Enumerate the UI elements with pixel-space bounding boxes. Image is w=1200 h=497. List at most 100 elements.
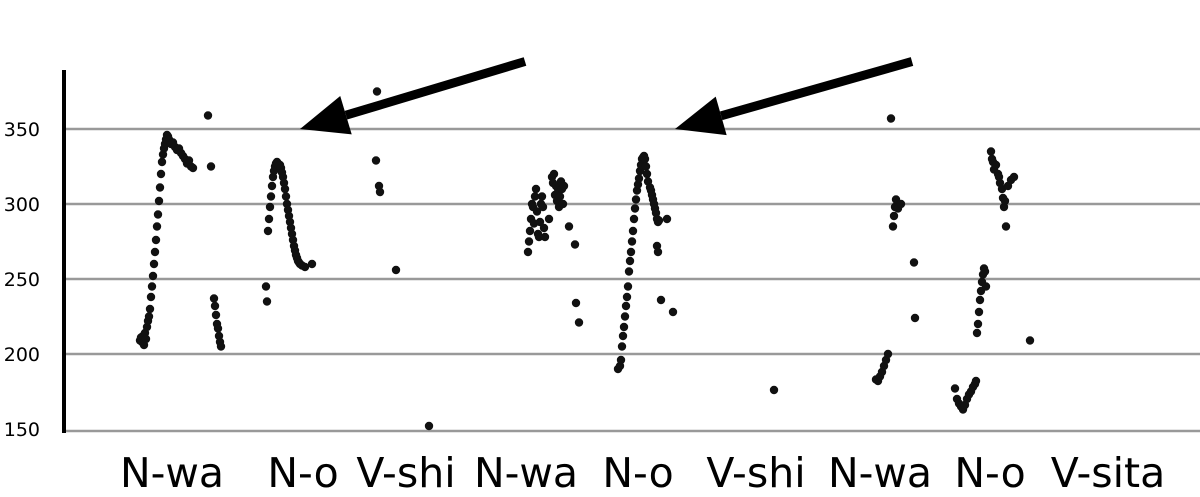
y-tick-label: 200 (4, 344, 40, 366)
arrow-shaft (719, 57, 914, 121)
data-point (300, 262, 310, 272)
data-point (980, 267, 990, 276)
data-point (148, 271, 158, 281)
data-point (544, 214, 554, 224)
data-point (145, 304, 155, 314)
data-point (372, 87, 382, 96)
data-point (157, 157, 167, 167)
gridlines (64, 127, 1200, 433)
annotation-arrows (300, 57, 914, 136)
data-point (570, 240, 580, 249)
data-point (629, 214, 639, 224)
data-point (149, 259, 159, 269)
data-point (974, 307, 984, 317)
data-point (620, 312, 630, 321)
data-point (627, 237, 637, 246)
data-point (1000, 196, 1010, 206)
category-label: N-o (602, 449, 673, 497)
data-point (375, 187, 385, 197)
data-point (555, 192, 565, 201)
data-point (307, 259, 317, 269)
data-point (769, 385, 779, 395)
data-point (535, 217, 545, 227)
data-point (654, 216, 664, 225)
data-point (972, 328, 982, 338)
arrow-shaft (344, 57, 527, 120)
data-point (991, 160, 1001, 170)
data-point (571, 298, 581, 308)
data-point (975, 295, 985, 305)
data-point (973, 319, 983, 329)
data-point (281, 192, 291, 201)
data-point (280, 184, 290, 194)
data-point (662, 214, 672, 224)
data-point (264, 214, 274, 224)
data-point (564, 222, 574, 231)
data-point (216, 342, 226, 351)
y-tick-labels: 150 200 250 300 350 (4, 119, 40, 441)
data-point (537, 192, 547, 201)
data-point (391, 265, 401, 275)
data-point (626, 247, 636, 257)
data-point (634, 174, 644, 183)
category-label: N-o (954, 449, 1025, 497)
data-point (1025, 336, 1035, 345)
data-point (213, 324, 223, 333)
data-point (1001, 222, 1011, 231)
data-point (910, 313, 920, 323)
data-point (981, 282, 991, 291)
data-point (896, 199, 906, 209)
data-point (156, 169, 166, 179)
data-point (261, 282, 271, 291)
data-point (371, 156, 381, 165)
data-point (668, 307, 678, 317)
annotation-arrow (675, 57, 914, 136)
data-point (653, 247, 663, 257)
data-point (889, 211, 899, 221)
category-label: V-shi (706, 449, 805, 497)
data-point (534, 232, 544, 242)
data-point (209, 294, 219, 303)
data-point (574, 318, 584, 327)
data-point (206, 162, 216, 171)
data-point (211, 310, 221, 320)
data-point (630, 204, 640, 213)
data-point (531, 184, 541, 194)
data-point (558, 199, 568, 209)
data-point (950, 384, 960, 393)
data-point (986, 147, 996, 156)
data-point (203, 111, 213, 120)
data-point (616, 355, 626, 365)
data-point (263, 226, 273, 236)
data-point (424, 421, 434, 431)
y-tick-label: 250 (4, 269, 40, 291)
y-tick-label: 150 (4, 419, 40, 441)
data-point (266, 192, 276, 201)
data-point (154, 196, 164, 206)
data-point (623, 282, 633, 291)
data-point (532, 207, 542, 216)
data-point (146, 292, 156, 302)
category-label: N-wa (474, 449, 578, 497)
data-point (152, 222, 162, 231)
arrow-head (300, 96, 352, 135)
data-point (265, 202, 275, 212)
data-point (909, 258, 919, 267)
data-point (642, 169, 652, 179)
category-label: N-wa (828, 449, 932, 497)
data-point (523, 247, 533, 257)
y-tick-label: 350 (4, 119, 40, 141)
data-point (188, 163, 198, 173)
category-labels: N-wa N-o V-shi N-wa N-o V-shi N-wa N-o V-sita (120, 449, 1165, 497)
data-point (656, 295, 666, 305)
data-point (624, 267, 634, 276)
data-point (151, 235, 161, 245)
category-label: V-sita (1051, 449, 1165, 497)
data-point (622, 292, 632, 302)
data-point (262, 297, 272, 306)
data-point (641, 162, 651, 171)
data-point (640, 154, 650, 164)
data-point (1009, 172, 1019, 182)
data-point (538, 202, 548, 212)
